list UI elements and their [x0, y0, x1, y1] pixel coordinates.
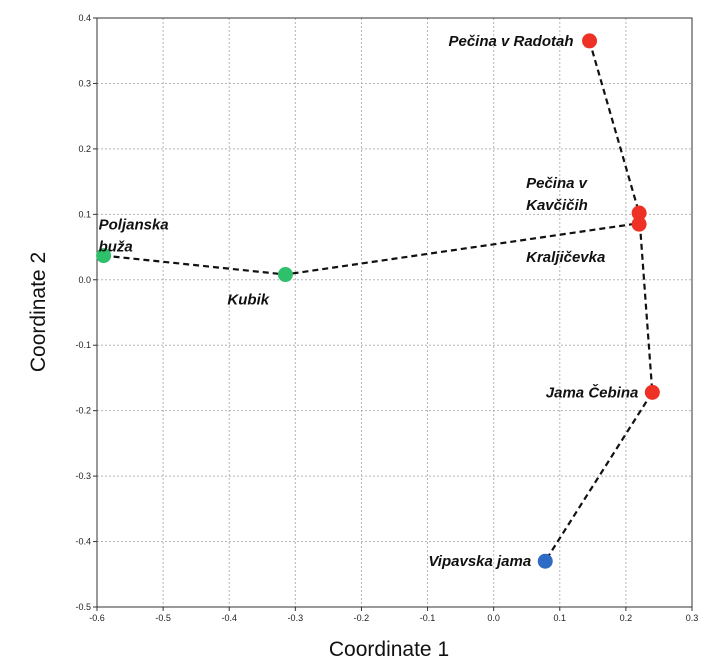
- x-tick-label: -0.5: [155, 613, 171, 623]
- point-label-line: Vipavska jama: [428, 553, 531, 570]
- y-tick-label: -0.4: [75, 537, 91, 547]
- point-labels: Poljanska buža Kubik Pečina v Radotah Pečina…: [99, 33, 639, 570]
- x-axis-ticks: -0.6 -0.5 -0.4 -0.3 -0.2 -0.1 0.0 0.1 0.2 0.3: [89, 613, 698, 623]
- point-label-line: Jama Čebina: [546, 383, 639, 401]
- point-label-line: Kubik: [227, 292, 269, 309]
- y-tick-label: -0.1: [75, 340, 91, 350]
- data-point: [582, 33, 598, 49]
- data-point: [631, 216, 647, 232]
- data-points: [96, 33, 660, 569]
- point-label: Jama Čebina: [546, 383, 639, 401]
- data-point: [537, 553, 553, 569]
- point-label-line: Poljanska: [99, 217, 169, 234]
- x-tick-label: -0.2: [354, 613, 370, 623]
- point-label: Kraljičevka: [526, 249, 605, 266]
- point-label: Pečina v Kavčičih: [526, 175, 589, 214]
- point-label-line: Kavčičih: [526, 197, 588, 214]
- point-label-line: Pečina v Radotah: [448, 33, 573, 50]
- point-label-line: Pečina v: [526, 175, 589, 192]
- x-tick-label: 0.2: [620, 613, 633, 623]
- point-label: Pečina v Radotah: [448, 33, 573, 50]
- y-axis-ticks: 0.4 0.3 0.2 0.1 0.0 -0.1 -0.2 -0.3 -0.4 -0.5: [75, 13, 91, 612]
- y-tick-label: 0.0: [78, 275, 91, 285]
- x-tick-label: -0.1: [420, 613, 436, 623]
- x-tick-label: 0.3: [686, 613, 699, 623]
- y-tick-label: 0.3: [78, 78, 91, 88]
- data-point: [644, 384, 660, 400]
- x-axis-title: Coordinate 1: [329, 638, 449, 661]
- y-tick-label: 0.4: [78, 13, 91, 23]
- y-axis-title: Coordinate 2: [27, 252, 50, 372]
- x-tick-label: -0.4: [221, 613, 237, 623]
- y-tick-label: 0.1: [78, 209, 91, 219]
- data-point: [631, 205, 647, 221]
- y-tick-label: -0.3: [75, 471, 91, 481]
- point-label: Vipavska jama: [428, 553, 531, 570]
- point-label-line: buža: [99, 239, 133, 256]
- x-tick-label: 0.1: [554, 613, 567, 623]
- data-point: [96, 248, 112, 264]
- x-tick-label: 0.0: [487, 613, 500, 623]
- point-label-line: Kraljičevka: [526, 249, 605, 266]
- grid-lines: [93, 17, 693, 611]
- point-label: Poljanska buža: [99, 217, 169, 256]
- data-point: [277, 267, 293, 283]
- y-tick-label: 0.2: [78, 144, 91, 154]
- x-tick-label: -0.3: [288, 613, 304, 623]
- point-label: Kubik: [227, 292, 269, 309]
- y-tick-label: -0.2: [75, 406, 91, 416]
- y-tick-label: -0.5: [75, 602, 91, 612]
- x-tick-label: -0.6: [89, 613, 105, 623]
- plot-frame: [96, 17, 693, 608]
- plot-background: [97, 18, 692, 607]
